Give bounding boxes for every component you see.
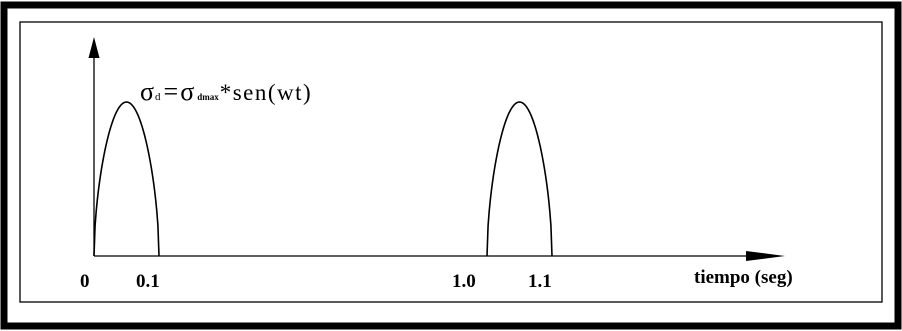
pulse-1 bbox=[93, 101, 160, 257]
tick-label-1.0: 1.0 bbox=[452, 271, 476, 292]
tick-label-1.1: 1.1 bbox=[528, 271, 552, 292]
formula-equals: = bbox=[164, 77, 179, 106]
inner-frame bbox=[19, 21, 883, 303]
x-axis-arrowhead bbox=[746, 251, 785, 261]
formula-sigma-dmax: σ bbox=[180, 77, 194, 106]
x-axis-label: tiempo (seg) bbox=[694, 267, 793, 288]
y-axis-arrowhead bbox=[88, 37, 100, 58]
tick-label-0: 0 bbox=[80, 271, 90, 292]
formula-sub-dmax: dmax bbox=[197, 92, 219, 102]
tick-label-0.1: 0.1 bbox=[136, 271, 160, 292]
pulse-2 bbox=[486, 101, 553, 257]
formula-sen-wt: *sen(wt) bbox=[220, 80, 312, 105]
formula: σd =σ dmax*sen(wt) bbox=[140, 77, 312, 106]
formula-sigma-d: σ bbox=[140, 77, 154, 106]
formula-sub-d: d bbox=[155, 91, 161, 103]
